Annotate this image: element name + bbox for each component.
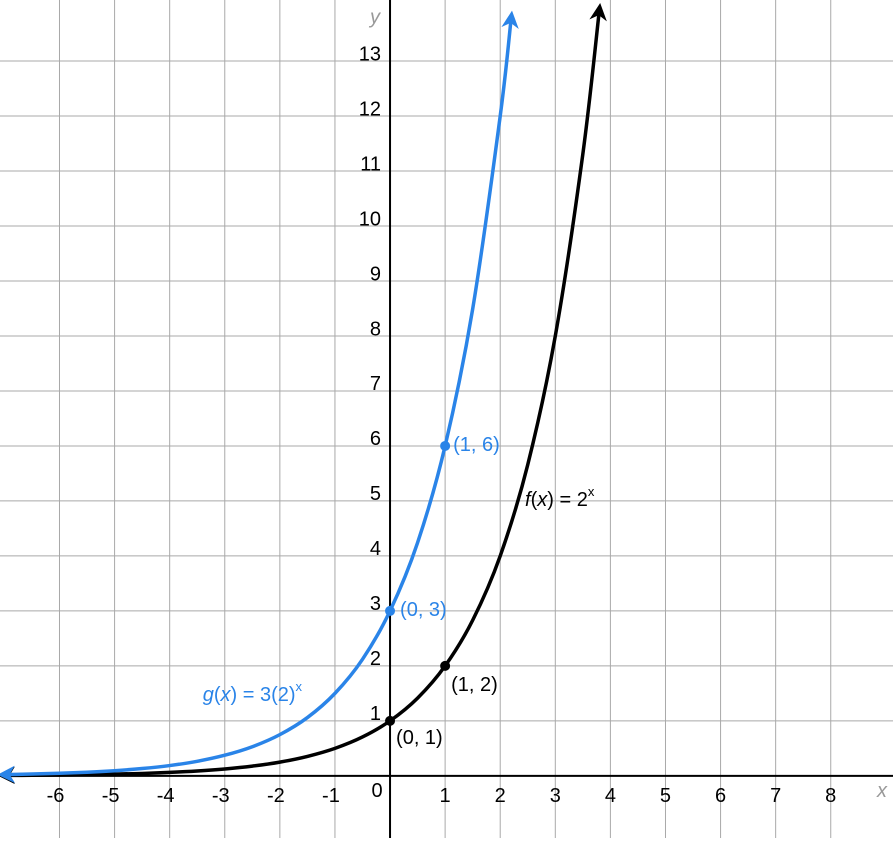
function-label: f(x) = 2x (525, 484, 595, 511)
label-part: ( (214, 684, 221, 706)
y-tick-label: 12 (359, 98, 381, 120)
y-tick-label: 11 (360, 153, 381, 175)
x-tick-label: 2 (495, 785, 506, 807)
x-tick-label: -2 (267, 785, 285, 807)
label-part: ) = 2 (547, 489, 588, 511)
label-part: ( (531, 489, 538, 511)
y-tick-label: 9 (370, 263, 381, 285)
label-part: x (220, 684, 232, 706)
x-tick-label: -4 (157, 785, 175, 807)
x-tick-label: -5 (102, 785, 120, 807)
y-tick-label: 8 (370, 318, 381, 340)
label-part: f (525, 489, 533, 511)
y-tick-label: 3 (370, 593, 381, 615)
x-tick-label: 7 (770, 785, 781, 807)
x-tick-label: 4 (605, 785, 616, 807)
function-label: g(x) = 3(2)x (203, 680, 303, 707)
curve (0, 10, 519, 784)
label-part: x (588, 484, 595, 499)
point-label: (1, 2) (451, 674, 498, 696)
y-tick-label: 1 (370, 703, 381, 725)
label-part: ) = 3(2) (231, 684, 296, 706)
y-tick-label: 10 (359, 208, 381, 230)
label-part: x (536, 489, 548, 511)
x-tick-label: -1 (322, 785, 340, 807)
origin-label: 0 (371, 780, 382, 802)
x-axis-label: x (876, 780, 888, 802)
y-tick-label: 13 (359, 43, 381, 65)
x-tick-label: 6 (715, 785, 726, 807)
y-axis-label: y (368, 6, 381, 28)
point (385, 715, 396, 726)
y-tick-label: 4 (370, 538, 381, 560)
label-part: x (296, 680, 303, 695)
y-tick-label: 7 (370, 373, 381, 395)
x-tick-label: 1 (440, 785, 451, 807)
point-label: (0, 1) (396, 727, 443, 749)
point (440, 440, 451, 451)
point (385, 605, 396, 616)
label-part: g (203, 684, 214, 706)
y-tick-label: 5 (370, 483, 381, 505)
curve (0, 2, 607, 785)
x-tick-label: -6 (47, 785, 65, 807)
x-tick-label: 8 (825, 785, 836, 807)
x-tick-label: 5 (660, 785, 671, 807)
y-tick-label: 6 (370, 428, 381, 450)
x-tick-label: 3 (550, 785, 561, 807)
y-tick-label: 2 (370, 648, 381, 670)
x-tick-label: -3 (212, 785, 230, 807)
point-label: (1, 6) (453, 434, 500, 456)
point-label: (0, 3) (400, 599, 447, 621)
point (440, 660, 451, 671)
